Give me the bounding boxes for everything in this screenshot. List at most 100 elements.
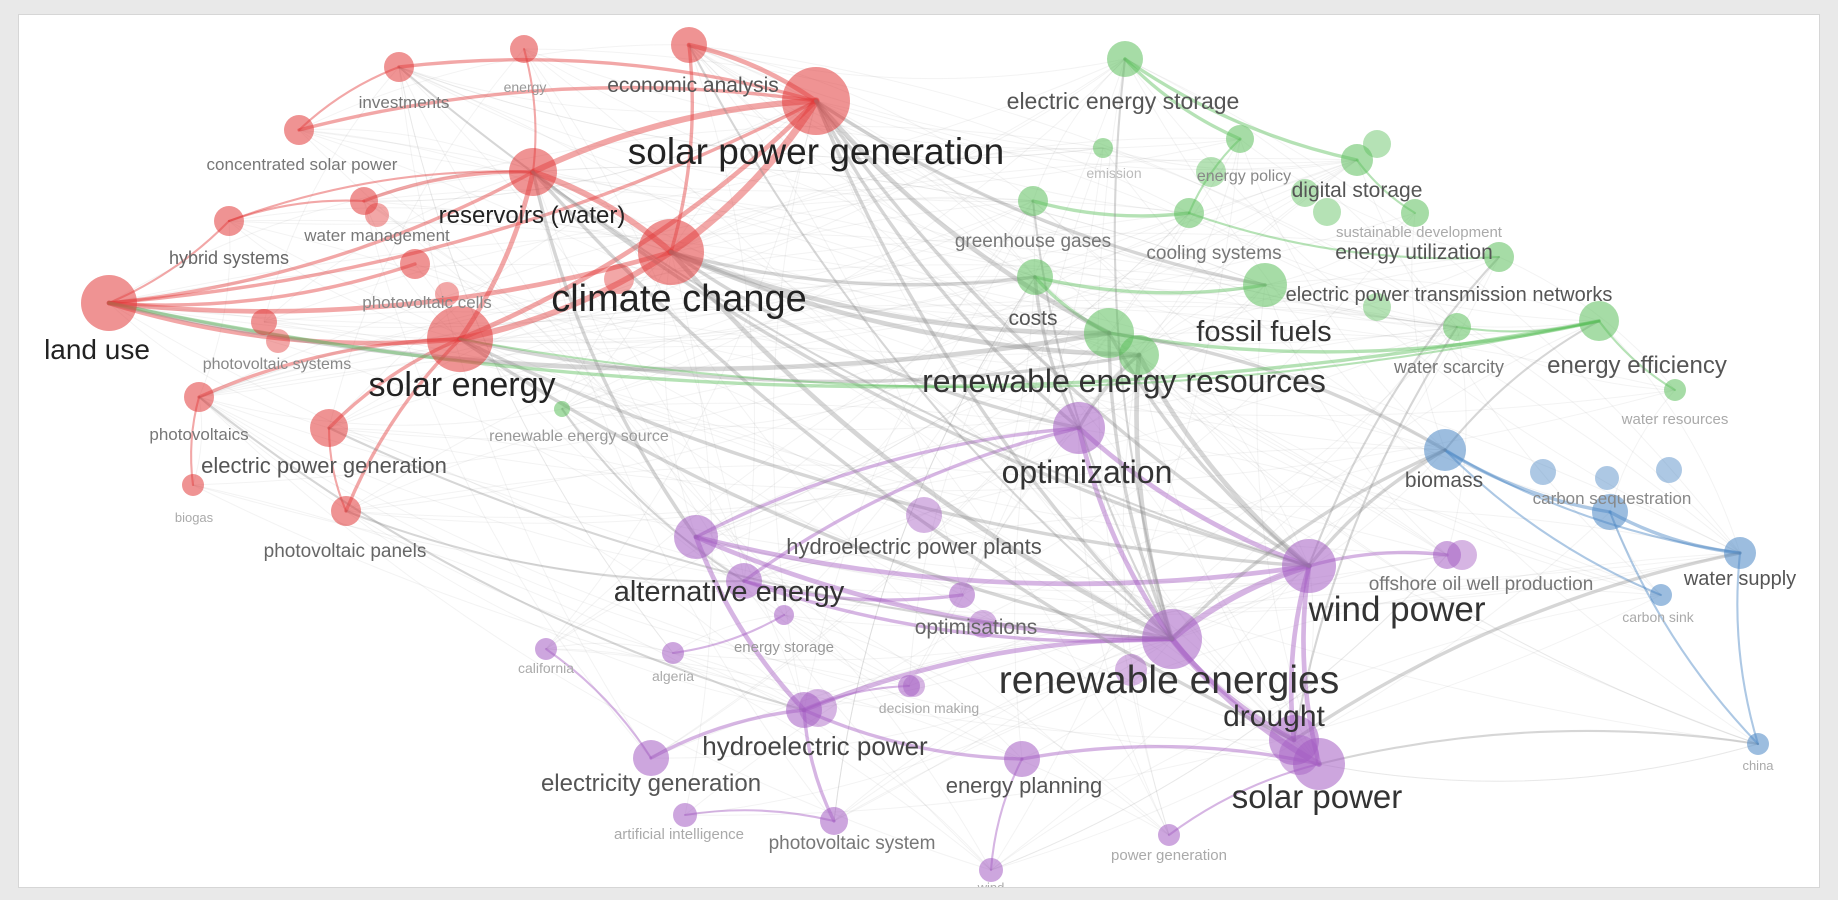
label-renewable-energies[interactable]: renewable energies bbox=[999, 659, 1339, 702]
node-solar-power-generation[interactable] bbox=[782, 67, 850, 135]
node-emission[interactable] bbox=[1093, 138, 1113, 158]
node-electric-energy-storage[interactable] bbox=[1107, 41, 1143, 77]
unlabeled-node-4[interactable] bbox=[1196, 157, 1226, 187]
unlabeled-node-6[interactable] bbox=[1313, 198, 1341, 226]
node-california[interactable] bbox=[535, 638, 557, 660]
node-photovoltaic-systems[interactable] bbox=[251, 309, 277, 335]
label-solar-energy[interactable]: solar energy bbox=[368, 366, 555, 404]
node-carbon-sink[interactable] bbox=[1650, 584, 1672, 606]
node-artificial-intelligence[interactable] bbox=[673, 803, 697, 827]
unlabeled-node-10[interactable] bbox=[969, 610, 997, 638]
label-drought[interactable]: drought bbox=[1223, 700, 1325, 733]
unlabeled-node-1[interactable] bbox=[1595, 466, 1619, 490]
label-artificial-intelligence[interactable]: artificial intelligence bbox=[614, 826, 744, 843]
label-algeria[interactable]: algeria bbox=[652, 668, 694, 684]
node-economic-analysis[interactable] bbox=[671, 27, 707, 63]
label-renewable-energy-source[interactable]: renewable energy source bbox=[489, 428, 669, 445]
unlabeled-node-0[interactable] bbox=[1530, 459, 1556, 485]
label-water-management[interactable]: water management bbox=[303, 226, 450, 245]
label-water-resources[interactable]: water resources bbox=[1621, 411, 1729, 428]
label-carbon-sink[interactable]: carbon sink bbox=[1622, 609, 1695, 625]
label-carbon-sequestration[interactable]: carbon sequestration bbox=[1533, 489, 1692, 508]
label-wind-power[interactable]: wind power bbox=[1307, 590, 1485, 629]
label-photovoltaic-system[interactable]: photovoltaic system bbox=[769, 833, 936, 854]
label-water-supply[interactable]: water supply bbox=[1683, 568, 1796, 590]
node-energy-storage[interactable] bbox=[774, 605, 794, 625]
node-greenhouse-gases[interactable] bbox=[1018, 186, 1048, 216]
label-reservoirs-water[interactable]: reservoirs (water) bbox=[439, 202, 626, 229]
node-electric-power-transmission-networks[interactable] bbox=[1243, 263, 1287, 307]
label-photovoltaics[interactable]: photovoltaics bbox=[149, 425, 248, 444]
label-electric-power-generation[interactable]: electric power generation bbox=[201, 453, 447, 478]
label-california[interactable]: california bbox=[518, 660, 574, 676]
node-solar-power[interactable] bbox=[1293, 738, 1345, 790]
node-electric-power-generation[interactable] bbox=[310, 409, 348, 447]
label-investments[interactable]: investments bbox=[359, 93, 450, 112]
label-energy[interactable]: energy bbox=[504, 79, 547, 95]
unlabeled-node-8[interactable] bbox=[906, 497, 942, 533]
node-costs[interactable] bbox=[1017, 259, 1053, 295]
node-optimization[interactable] bbox=[1053, 402, 1105, 454]
node-photovoltaics[interactable] bbox=[184, 382, 214, 412]
unlabeled-node-15[interactable] bbox=[604, 264, 634, 294]
node-concentrated-solar-power[interactable] bbox=[284, 115, 314, 145]
label-hybrid-systems[interactable]: hybrid systems bbox=[169, 248, 289, 268]
label-photovoltaic-panels[interactable]: photovoltaic panels bbox=[264, 541, 427, 562]
label-electric-energy-storage[interactable]: electric energy storage bbox=[1007, 88, 1240, 114]
node-biogas[interactable] bbox=[182, 474, 204, 496]
label-energy-storage[interactable]: energy storage bbox=[734, 639, 834, 656]
node-digital-storage[interactable] bbox=[1341, 144, 1373, 176]
node-energy-planning[interactable] bbox=[1004, 741, 1040, 777]
node-hydroelectric-power-plants[interactable] bbox=[674, 515, 718, 559]
label-optimisations[interactable]: optimisations bbox=[915, 616, 1038, 639]
node-algeria[interactable] bbox=[662, 642, 684, 664]
label-electricity-generation[interactable]: electricity generation bbox=[541, 770, 761, 797]
label-biogas[interactable]: biogas bbox=[175, 510, 214, 525]
node-land-use[interactable] bbox=[81, 275, 137, 331]
label-solar-power[interactable]: solar power bbox=[1232, 778, 1403, 815]
node-water-resources[interactable] bbox=[1664, 379, 1686, 401]
label-climate-change[interactable]: climate change bbox=[551, 278, 807, 320]
node-climate-change[interactable] bbox=[638, 219, 704, 285]
node-power-generation[interactable] bbox=[1158, 824, 1180, 846]
label-energy-efficiency[interactable]: energy efficiency bbox=[1547, 352, 1727, 379]
node-decision-making[interactable] bbox=[898, 675, 920, 697]
label-land-use[interactable]: land use bbox=[44, 334, 150, 365]
label-photovoltaic-cells[interactable]: photovoltaic cells bbox=[362, 293, 491, 312]
node-solar-energy[interactable] bbox=[427, 306, 493, 372]
label-optimization[interactable]: optimization bbox=[1002, 454, 1173, 490]
label-sustainable-development[interactable]: sustainable development bbox=[1336, 224, 1503, 241]
label-costs[interactable]: costs bbox=[1008, 307, 1057, 330]
node-photovoltaic-system[interactable] bbox=[820, 807, 848, 835]
unlabeled-node-18[interactable] bbox=[266, 329, 290, 353]
node-hybrid-systems[interactable] bbox=[214, 206, 244, 236]
node-investments[interactable] bbox=[384, 52, 414, 82]
label-economic-analysis[interactable]: economic analysis bbox=[607, 74, 779, 97]
node-wind-power[interactable] bbox=[1282, 539, 1336, 593]
label-cooling-systems[interactable]: cooling systems bbox=[1146, 243, 1281, 264]
node-water-scarcity[interactable] bbox=[1443, 313, 1471, 341]
node-photovoltaic-panels[interactable] bbox=[331, 496, 361, 526]
label-biomass[interactable]: biomass bbox=[1405, 469, 1483, 492]
label-water-scarcity[interactable]: water scarcity bbox=[1393, 357, 1504, 377]
node-hydroelectric-power[interactable] bbox=[786, 692, 822, 728]
label-hydroelectric-power-plants[interactable]: hydroelectric power plants bbox=[786, 534, 1042, 559]
node-optimisations[interactable] bbox=[949, 582, 975, 608]
node-photovoltaic-cells[interactable] bbox=[400, 249, 430, 279]
node-sustainable-development[interactable] bbox=[1401, 199, 1429, 227]
label-china[interactable]: china bbox=[1742, 758, 1774, 773]
node-energy-efficiency[interactable] bbox=[1579, 301, 1619, 341]
label-greenhouse-gases[interactable]: greenhouse gases bbox=[955, 231, 1111, 252]
label-energy-utilization[interactable]: energy utilization bbox=[1335, 241, 1493, 264]
node-renewable-energy-source[interactable] bbox=[554, 401, 570, 417]
label-photovoltaic-systems[interactable]: photovoltaic systems bbox=[203, 356, 352, 373]
keyword-co-occurrence-map[interactable]: solar power generation climate change sola… bbox=[19, 15, 1819, 887]
label-digital-storage[interactable]: digital storage bbox=[1292, 179, 1423, 202]
node-china[interactable] bbox=[1747, 733, 1769, 755]
unlabeled-node-5[interactable] bbox=[1291, 179, 1319, 207]
unlabeled-node-11[interactable] bbox=[1115, 654, 1147, 686]
node-water-management[interactable] bbox=[350, 187, 378, 215]
node-energy[interactable] bbox=[510, 35, 538, 63]
label-offshore-oil-well-production[interactable]: offshore oil well production bbox=[1369, 574, 1594, 595]
label-power-generation[interactable]: power generation bbox=[1111, 847, 1227, 864]
